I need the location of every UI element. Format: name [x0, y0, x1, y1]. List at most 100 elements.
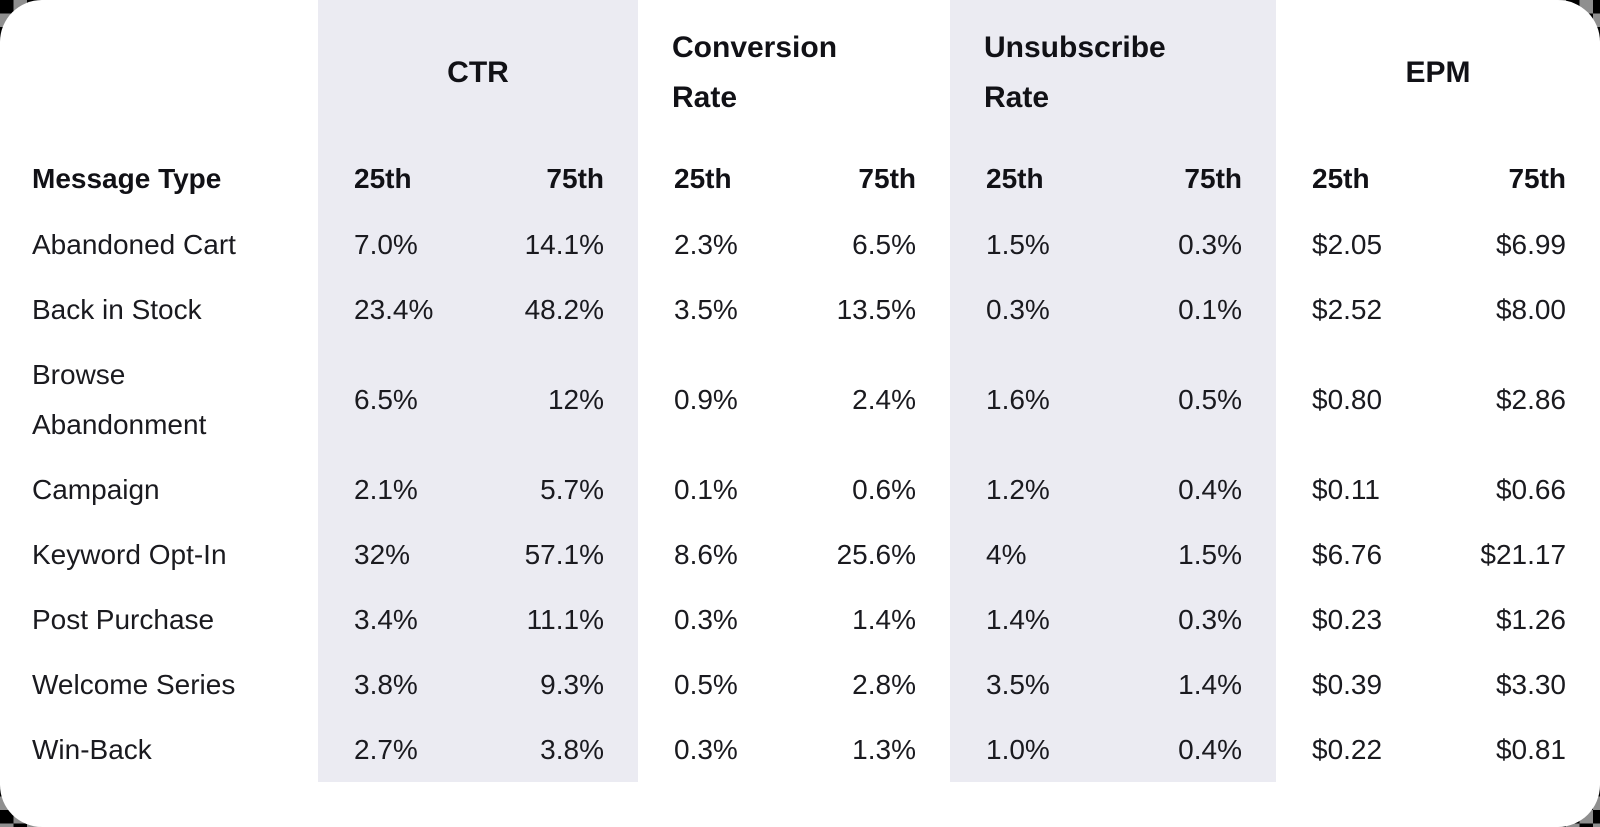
row-label: Campaign [32, 473, 160, 505]
cell-conversion-75th: 6.5% [852, 228, 916, 260]
cell-ctr-25th: 3.4% [318, 587, 478, 652]
table-row-abandoned-cart: Abandoned Cart 7.0% 14.1% 2.3% 6.5% 1.5%… [0, 212, 1600, 277]
cell-epm-75th: $2.86 [1495, 383, 1567, 415]
cell-ctr-75th: 3.8% [478, 717, 638, 782]
column-header-unsubscribe-25th: 25th [950, 146, 1113, 212]
column-header-unsubscribe-75th: 75th [1113, 146, 1276, 212]
cell-conversion-25th: 0.5% [674, 668, 738, 700]
cell-ctr-25th: 6.5% [318, 342, 478, 457]
group-header-unsubscribe-rate: Unsubscribe Rate [950, 0, 1276, 146]
cell-unsubscribe-25th: 1.0% [950, 717, 1113, 782]
column-header-ctr-25th: 25th [318, 146, 478, 212]
cell-epm-25th: $0.80 [1312, 383, 1383, 415]
cell-epm-75th: $6.99 [1495, 228, 1567, 260]
cell-conversion-25th: 0.1% [674, 473, 738, 505]
column-header-epm-25th: 25th [1312, 163, 1370, 194]
cell-unsubscribe-25th: 0.3% [950, 277, 1113, 342]
cell-epm-75th: $3.30 [1495, 668, 1567, 700]
cell-unsubscribe-25th: 1.4% [950, 587, 1113, 652]
group-header-row: CTR Conversion Rate Unsubscribe Rate EPM [0, 0, 1600, 146]
cell-ctr-75th: 5.7% [478, 457, 638, 522]
cell-unsubscribe-25th: 4% [950, 522, 1113, 587]
group-header-conversion-rate: Conversion Rate [638, 0, 950, 146]
group-header-ctr: CTR [318, 0, 638, 146]
cell-ctr-25th: 3.8% [318, 652, 478, 717]
cell-epm-25th: $0.39 [1312, 668, 1383, 700]
column-header-row: Message Type 25th 75th 25th 75th 25th 75… [0, 146, 1600, 212]
cell-unsubscribe-25th: 3.5% [950, 652, 1113, 717]
cell-epm-75th: $21.17 [1480, 538, 1567, 570]
table-row-campaign: Campaign 2.1% 5.7% 0.1% 0.6% 1.2% 0.4% $… [0, 457, 1600, 522]
cell-unsubscribe-75th: 0.3% [1113, 212, 1276, 277]
cell-unsubscribe-75th: 1.4% [1113, 652, 1276, 717]
table-row-browse-abandonment: Browse Abandonment 6.5% 12% 0.9% 2.4% 1.… [0, 342, 1600, 457]
row-label: Abandoned Cart [32, 228, 236, 260]
cell-conversion-75th: 2.8% [852, 668, 916, 700]
cell-conversion-75th: 2.4% [852, 383, 916, 415]
cell-ctr-25th: 7.0% [318, 212, 478, 277]
cell-conversion-25th: 3.5% [674, 293, 738, 325]
cell-epm-25th: $2.52 [1312, 293, 1383, 325]
row-label: Keyword Opt-In [32, 538, 227, 570]
cell-ctr-75th: 9.3% [478, 652, 638, 717]
group-header-unsubscribe-rate-label: Unsubscribe Rate [984, 31, 1166, 114]
cell-epm-75th: $8.00 [1495, 293, 1567, 325]
group-header-conversion-rate-label: Conversion Rate [672, 31, 838, 114]
cell-unsubscribe-75th: 0.4% [1113, 457, 1276, 522]
cell-epm-25th: $0.23 [1312, 603, 1383, 635]
cell-unsubscribe-25th: 1.6% [950, 342, 1113, 457]
message-type-benchmarks-table: CTR Conversion Rate Unsubscribe Rate EPM… [0, 0, 1600, 782]
cell-ctr-25th: 23.4% [318, 277, 478, 342]
cell-ctr-25th: 32% [318, 522, 478, 587]
column-header-epm-75th: 75th [1508, 163, 1567, 194]
table-row-post-purchase: Post Purchase 3.4% 11.1% 0.3% 1.4% 1.4% … [0, 587, 1600, 652]
cell-epm-75th: $1.26 [1495, 603, 1567, 635]
column-header-conversion-25th: 25th [674, 163, 732, 194]
cell-conversion-25th: 0.9% [674, 383, 738, 415]
cell-conversion-75th: 1.3% [852, 733, 916, 765]
cell-ctr-75th: 57.1% [478, 522, 638, 587]
cell-conversion-75th: 1.4% [852, 603, 916, 635]
cell-conversion-25th: 0.3% [674, 733, 738, 765]
cell-conversion-75th: 0.6% [852, 473, 916, 505]
table-row-keyword-opt-in: Keyword Opt-In 32% 57.1% 8.6% 25.6% 4% 1… [0, 522, 1600, 587]
cell-epm-75th: $0.81 [1495, 733, 1567, 765]
cell-conversion-25th: 2.3% [674, 228, 738, 260]
cell-ctr-25th: 2.1% [318, 457, 478, 522]
row-label: Back in Stock [32, 293, 202, 325]
cell-conversion-25th: 8.6% [674, 538, 738, 570]
group-header-epm: EPM [1405, 56, 1471, 89]
column-header-conversion-75th: 75th [858, 163, 916, 194]
group-header-spacer [0, 0, 318, 146]
column-header-ctr-75th: 75th [478, 146, 638, 212]
cell-ctr-75th: 14.1% [478, 212, 638, 277]
cell-epm-25th: $0.22 [1312, 733, 1383, 765]
cell-epm-25th: $0.11 [1312, 473, 1380, 505]
table-row-win-back: Win-Back 2.7% 3.8% 0.3% 1.3% 1.0% 0.4% $… [0, 717, 1600, 782]
cell-unsubscribe-25th: 1.2% [950, 457, 1113, 522]
table-row-back-in-stock: Back in Stock 23.4% 48.2% 3.5% 13.5% 0.3… [0, 277, 1600, 342]
cell-unsubscribe-75th: 0.4% [1113, 717, 1276, 782]
cell-epm-25th: $6.76 [1312, 538, 1383, 570]
cell-ctr-75th: 48.2% [478, 277, 638, 342]
column-header-message-type: Message Type [32, 163, 222, 194]
row-label: Win-Back [32, 733, 152, 765]
cell-conversion-75th: 25.6% [836, 538, 916, 570]
row-label: Welcome Series [32, 668, 236, 700]
cell-unsubscribe-75th: 0.5% [1113, 342, 1276, 457]
cell-unsubscribe-75th: 1.5% [1113, 522, 1276, 587]
cell-unsubscribe-75th: 0.1% [1113, 277, 1276, 342]
cell-unsubscribe-75th: 0.3% [1113, 587, 1276, 652]
cell-ctr-75th: 12% [478, 342, 638, 457]
cell-ctr-25th: 2.7% [318, 717, 478, 782]
row-label: Browse Abandonment [32, 358, 207, 440]
table-row-welcome-series: Welcome Series 3.8% 9.3% 0.5% 2.8% 3.5% … [0, 652, 1600, 717]
cell-ctr-75th: 11.1% [478, 587, 638, 652]
cell-conversion-75th: 13.5% [836, 293, 916, 325]
cell-conversion-25th: 0.3% [674, 603, 738, 635]
cell-epm-25th: $2.05 [1312, 228, 1383, 260]
cell-unsubscribe-25th: 1.5% [950, 212, 1113, 277]
cell-epm-75th: $0.66 [1495, 473, 1567, 505]
row-label: Post Purchase [32, 603, 215, 635]
